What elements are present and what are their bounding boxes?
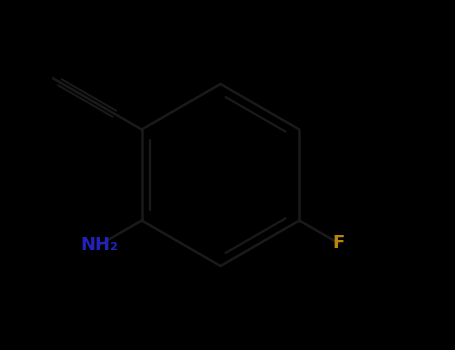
Text: NH₂: NH₂: [81, 236, 118, 254]
Text: F: F: [333, 234, 345, 252]
